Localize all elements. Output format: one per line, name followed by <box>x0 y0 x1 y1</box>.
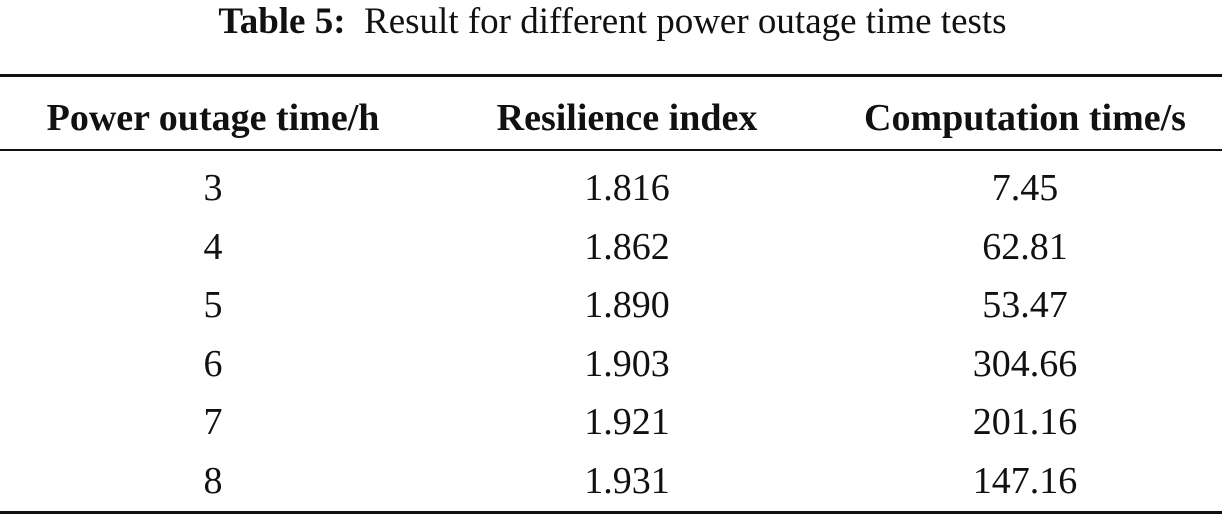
header-cell: Power outage time/h <box>46 97 380 139</box>
bottom-rule <box>0 511 1222 514</box>
table-cell: 147.16 <box>972 459 1078 502</box>
table-cell: 1.816 <box>584 167 670 209</box>
caption-label: Table 5: <box>218 1 346 42</box>
header-cell: Computation time/s <box>864 97 1186 139</box>
table-cell: 1.931 <box>584 459 670 502</box>
caption-text: Result for different power outage time t… <box>364 1 1007 42</box>
table-cell: 304.66 <box>972 342 1078 385</box>
table-cell: 53.47 <box>982 284 1068 326</box>
table-cell: 7.45 <box>991 167 1059 209</box>
table-cell: 201.16 <box>972 401 1078 443</box>
table-cell: 6 <box>203 342 223 385</box>
table-cell: 7 <box>203 401 223 443</box>
table-cell: 1.921 <box>584 401 670 443</box>
table-cell: 1.890 <box>584 284 670 326</box>
table-cell: 5 <box>203 284 223 326</box>
top-rule <box>0 74 1222 77</box>
table-cell: 4 <box>203 225 223 268</box>
table-cell: 1.862 <box>584 225 670 268</box>
table-caption: Table 5: Result for different power outa… <box>0 0 1225 44</box>
mid-rule <box>0 149 1222 151</box>
header-cell: Resilience index <box>496 97 758 139</box>
table-cell: 3 <box>203 167 223 209</box>
table-cell: 62.81 <box>982 225 1068 268</box>
table-cell: 1.903 <box>584 342 670 385</box>
table-cell: 8 <box>203 459 223 502</box>
